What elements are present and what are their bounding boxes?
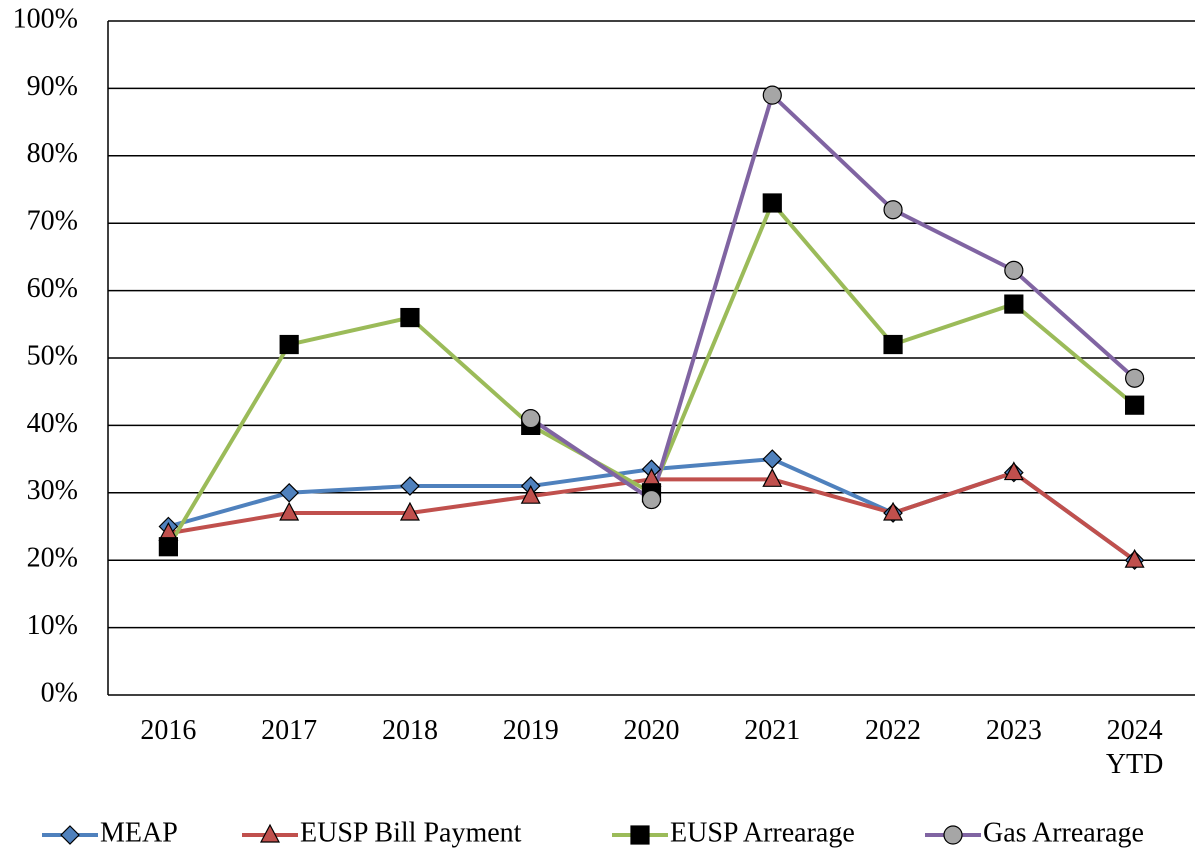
y-tick-label: 30%	[27, 475, 78, 506]
data-point	[641, 489, 662, 510]
data-point	[400, 307, 420, 328]
y-tick-label: 60%	[27, 273, 78, 304]
x-tick-label: 2017	[261, 715, 318, 746]
data-point	[399, 501, 420, 521]
legend-marker	[60, 825, 80, 845]
y-tick-label: 10%	[27, 610, 78, 641]
data-point	[400, 476, 420, 496]
y-tick-label: 20%	[27, 543, 78, 574]
y-tick-label: 40%	[27, 408, 78, 439]
data-point	[521, 409, 541, 429]
x-tick-label: 2022	[865, 715, 922, 746]
legend-label: EUSP Arrearage	[670, 817, 855, 848]
data-point	[279, 334, 299, 355]
y-tick-label: 70%	[27, 206, 78, 237]
data-point	[520, 484, 541, 504]
data-point	[1124, 548, 1145, 568]
x-tick-label: 2023	[985, 715, 1042, 746]
legend-marker	[630, 825, 650, 845]
data-point	[1125, 395, 1145, 415]
legend-label: EUSP Bill Payment	[300, 817, 522, 848]
y-tick-label: 90%	[27, 71, 78, 102]
data-point	[1125, 368, 1145, 388]
data-point	[883, 501, 904, 521]
data-point	[1004, 294, 1024, 314]
data-point	[762, 193, 782, 213]
x-tick-label: 2021	[744, 715, 801, 746]
y-tick-label: 50%	[27, 340, 78, 371]
data-point	[1003, 461, 1024, 481]
data-point	[158, 537, 178, 557]
x-tick-label: 2016	[140, 715, 197, 746]
data-point	[762, 468, 783, 487]
series-line	[529, 93, 1136, 502]
y-tick-label: 80%	[27, 138, 78, 169]
data-point	[1004, 260, 1024, 280]
legend-label: MEAP	[100, 817, 178, 848]
x-tick-label: 2020	[623, 715, 680, 746]
data-point	[762, 85, 782, 105]
data-point	[883, 200, 903, 220]
y-tick-label: 100%	[13, 3, 78, 34]
legend-marker	[943, 825, 963, 845]
legend-marker	[260, 823, 280, 843]
x-tick-label: 2024 YTD	[1105, 715, 1164, 780]
data-point	[279, 482, 300, 503]
data-point	[279, 501, 300, 521]
data-point	[883, 334, 903, 355]
x-tick-label: 2019	[502, 715, 559, 746]
x-tick-label: 2018	[381, 715, 438, 746]
legend-label: Gas Arrearage	[983, 817, 1144, 848]
y-tick-label: 0%	[41, 677, 78, 708]
data-point	[762, 449, 783, 469]
